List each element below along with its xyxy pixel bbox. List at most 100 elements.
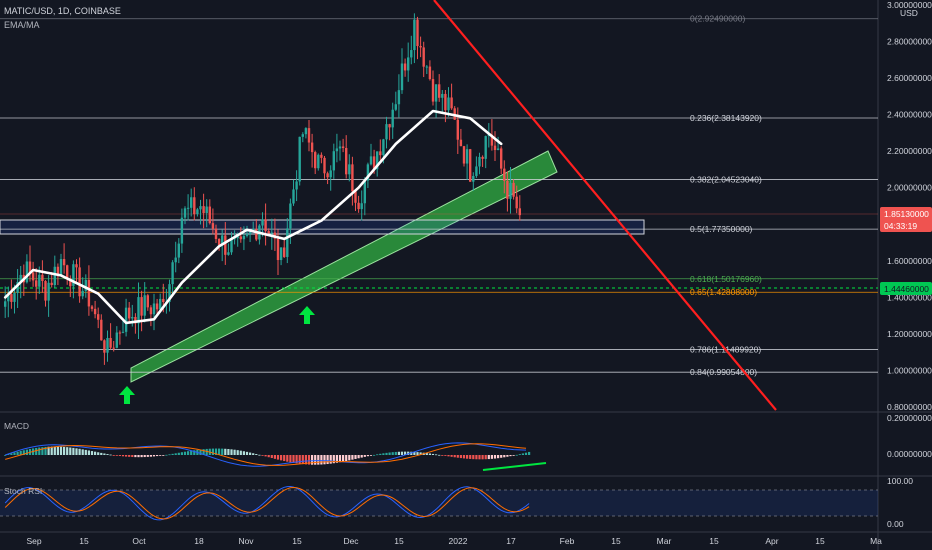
candle-body bbox=[174, 257, 177, 263]
candle-body bbox=[363, 180, 366, 204]
macd-label[interactable]: MACD bbox=[4, 421, 30, 431]
candle-body bbox=[242, 235, 246, 240]
time-tick-label: Ma bbox=[870, 536, 882, 546]
candle-body bbox=[221, 235, 224, 246]
macd-bar bbox=[56, 446, 59, 455]
candle-body bbox=[103, 340, 106, 353]
candle-body bbox=[431, 79, 435, 102]
currency-label: USD bbox=[900, 8, 918, 18]
macd-bar bbox=[224, 448, 227, 455]
macd-bar bbox=[317, 455, 320, 465]
macd-bar bbox=[187, 451, 190, 455]
candle-body bbox=[35, 280, 38, 287]
candle-body bbox=[434, 84, 438, 102]
macd-bar bbox=[94, 451, 97, 455]
macd-bar bbox=[134, 455, 137, 458]
candle-body bbox=[227, 252, 230, 255]
macd-bar bbox=[25, 449, 28, 455]
candle-body bbox=[456, 119, 459, 140]
indicator-label[interactable]: EMA/MA bbox=[4, 20, 40, 30]
macd-bar bbox=[431, 453, 435, 455]
symbol-title[interactable]: MATIC/USD, 1D, COINBASE bbox=[4, 6, 121, 16]
candle-body bbox=[270, 232, 273, 234]
candle-body bbox=[233, 238, 236, 240]
candle-body bbox=[66, 265, 69, 279]
candle-body bbox=[224, 235, 227, 255]
candle-body bbox=[90, 306, 94, 309]
candle-body bbox=[487, 134, 490, 137]
macd-bar bbox=[354, 455, 357, 459]
macd-bar bbox=[338, 455, 342, 463]
candle-body bbox=[298, 136, 301, 182]
macd-bar bbox=[168, 454, 171, 456]
macd-tick-label: 0.20000000 bbox=[887, 413, 932, 423]
price-badges: 1.85130000 04:33:19 1.44460000 bbox=[880, 207, 932, 295]
macd-bar bbox=[490, 455, 493, 459]
macd-bar bbox=[47, 446, 50, 455]
fib-label: 0.618(1.50176960) bbox=[690, 274, 762, 284]
macd-bar bbox=[177, 452, 180, 455]
candle-body bbox=[255, 229, 258, 240]
candle-body bbox=[78, 267, 81, 297]
macd-bar bbox=[357, 455, 360, 459]
candle-body bbox=[472, 175, 475, 182]
macd-bar bbox=[75, 448, 78, 455]
support-channel bbox=[130, 150, 558, 383]
candle-body bbox=[47, 282, 50, 301]
stoch-label[interactable]: Stoch RSI bbox=[4, 486, 43, 496]
macd-bar bbox=[84, 449, 87, 455]
fibonacci-levels: 0(2.92490000) 0.236(2.38143920) 0.382(2.04… bbox=[0, 14, 878, 377]
macd-bar bbox=[165, 454, 168, 456]
macd-bar bbox=[332, 455, 335, 464]
macd-bar bbox=[528, 451, 531, 455]
macd-bar bbox=[159, 455, 162, 456]
macd-bar bbox=[90, 451, 94, 455]
macd-bar bbox=[103, 453, 106, 455]
candle-body bbox=[444, 93, 447, 111]
resistance-trendline bbox=[433, 0, 777, 411]
macd-bar bbox=[261, 455, 264, 456]
candle-body bbox=[348, 164, 351, 175]
macd-bar bbox=[171, 453, 174, 455]
macd-pane bbox=[4, 442, 547, 471]
candle-body bbox=[25, 261, 29, 283]
candle-body bbox=[345, 147, 348, 175]
candle-body bbox=[323, 157, 326, 174]
price-tick-label: 0.80000000 bbox=[887, 402, 932, 412]
time-tick-label: Feb bbox=[560, 536, 575, 546]
candle-body bbox=[146, 295, 149, 308]
candle-body bbox=[230, 239, 233, 253]
channel-band bbox=[130, 150, 558, 383]
candle-body bbox=[4, 301, 7, 307]
macd-bar bbox=[366, 455, 369, 457]
macd-bar bbox=[419, 452, 422, 455]
candle-body bbox=[403, 63, 407, 71]
candle-body bbox=[13, 292, 16, 302]
price-tick-label: 2.80000000 bbox=[887, 37, 932, 47]
macd-bar bbox=[121, 455, 125, 457]
macd-bar bbox=[280, 455, 283, 461]
candle-body bbox=[217, 239, 221, 246]
time-tick-label: 17 bbox=[506, 536, 516, 546]
macd-bar bbox=[239, 450, 242, 455]
time-tick-label: Mar bbox=[657, 536, 672, 546]
candle-body bbox=[490, 134, 494, 146]
macd-bar bbox=[478, 455, 481, 460]
macd-bar bbox=[106, 454, 109, 455]
candle-body bbox=[106, 337, 109, 353]
macd-line bbox=[5, 442, 527, 467]
time-tick-label: Nov bbox=[238, 536, 254, 546]
macd-bar bbox=[202, 449, 205, 455]
candle-body bbox=[140, 297, 143, 316]
fib-label: 0(2.92490000) bbox=[690, 14, 745, 24]
macd-bar bbox=[146, 455, 149, 457]
candle-body bbox=[410, 50, 413, 58]
candle-body bbox=[177, 243, 180, 258]
candle-body bbox=[199, 206, 202, 210]
macd-bar bbox=[506, 455, 509, 457]
macd-bar bbox=[329, 455, 332, 464]
macd-bar bbox=[50, 446, 53, 455]
stoch-rsi-pane bbox=[0, 485, 878, 521]
macd-bar bbox=[233, 449, 236, 455]
